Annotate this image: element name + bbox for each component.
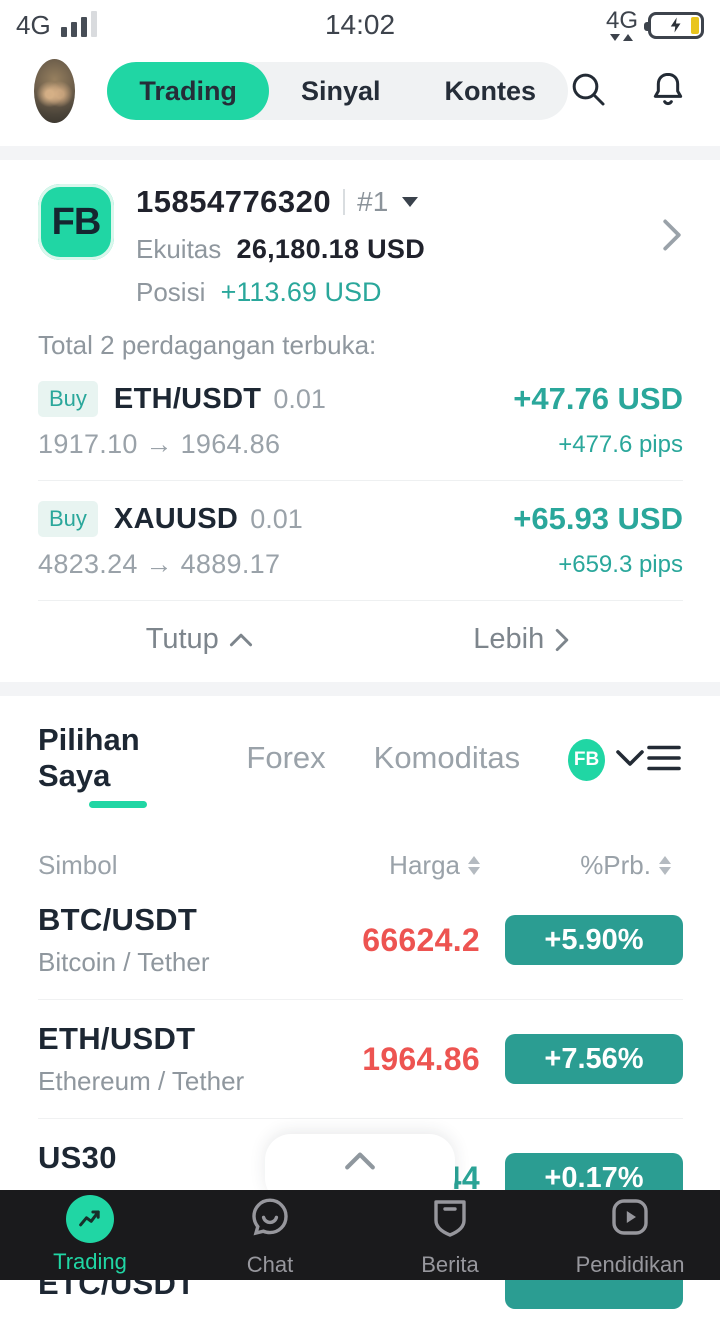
- account-dropdown-caret-icon[interactable]: [402, 197, 419, 207]
- trade-profit: +65.93 USD: [513, 501, 683, 536]
- divider: [38, 480, 683, 481]
- trade-symbol: XAUUSD: [113, 502, 239, 535]
- trade-side-badge: Buy: [38, 501, 98, 537]
- nav-item-trading[interactable]: Trading: [0, 1190, 180, 1280]
- column-header-symbol: Simbol: [38, 850, 118, 880]
- watchlist-menu-icon[interactable]: [645, 743, 683, 778]
- market-change-badge[interactable]: +7.56%: [505, 1034, 683, 1084]
- trade-side-badge: Buy: [38, 381, 98, 417]
- equity-value: 26,180.18 USD: [236, 234, 426, 264]
- education-video-icon: [606, 1193, 654, 1246]
- app-header: Trading Sinyal Kontes: [0, 50, 720, 132]
- tab-trading[interactable]: Trading: [107, 62, 269, 120]
- market-price: 1964.86: [362, 1040, 480, 1077]
- account-number: 15854776320: [136, 184, 332, 219]
- trade-symbol: ETH/USDT: [113, 382, 262, 415]
- chevron-up-icon: [345, 1152, 375, 1170]
- open-trades-label: Total 2 perdagangan terbuka:: [38, 330, 377, 360]
- position-label: Posisi: [136, 277, 206, 307]
- nav-item-pendidikan[interactable]: Pendidikan: [540, 1190, 720, 1280]
- trade-volume: 0.01: [250, 503, 303, 534]
- column-header-change[interactable]: %Prb.: [480, 850, 683, 881]
- divider: [38, 600, 683, 601]
- equity-label: Ekuitas: [136, 234, 222, 264]
- watchlist-tab-forex[interactable]: Forex: [246, 740, 326, 775]
- watchlist-tab-komoditas[interactable]: Komoditas: [373, 740, 521, 775]
- market-change-badge[interactable]: +5.90%: [505, 915, 683, 965]
- account-card[interactable]: FB 15854776320 #1 Ekuitas 26,180.18 USD …: [0, 160, 720, 682]
- data-transfer-arrows-icon: [610, 34, 634, 41]
- trade-prices: 4823.24 → 4889.17: [38, 549, 281, 579]
- trade-pips: +477.6 pips: [558, 430, 683, 458]
- position-value: +113.69 USD: [220, 277, 382, 307]
- section-divider: [0, 146, 720, 160]
- watchlist-tab-favorites[interactable]: Pilihan Saya: [38, 722, 198, 808]
- chevron-down-icon[interactable]: [615, 748, 645, 773]
- sort-icon[interactable]: [468, 856, 480, 875]
- network-type-right: 4G: [606, 9, 638, 41]
- market-row[interactable]: BTC/USDT Bitcoin / Tether 66624.2 +5.90%: [38, 881, 683, 1000]
- chevron-up-icon: [229, 633, 252, 646]
- market-symbol: BTC/USDT: [38, 902, 198, 937]
- trade-prices: 1917.10 → 1964.86: [38, 429, 281, 459]
- open-trade-row[interactable]: Buy ETH/USDT 0.01 +47.76 USD 1917.10 → 1…: [38, 361, 683, 481]
- open-trade-row[interactable]: Buy XAUUSD 0.01 +65.93 USD 4823.24 → 488…: [38, 481, 683, 601]
- status-bar: 4G 14:02 4G: [0, 0, 720, 50]
- chevron-right-icon: [555, 628, 569, 651]
- market-name: Bitcoin / Tether: [38, 947, 210, 977]
- chevron-right-icon[interactable]: [661, 218, 683, 257]
- column-header-price[interactable]: Harga: [310, 850, 480, 881]
- chat-bubble-icon: [246, 1193, 294, 1246]
- trade-volume: 0.01: [273, 383, 326, 414]
- news-shield-icon: [426, 1193, 474, 1246]
- divider: [343, 189, 346, 215]
- market-symbol: ETH/USDT: [38, 1021, 196, 1056]
- tab-sinyal[interactable]: Sinyal: [300, 75, 381, 106]
- clock: 14:02: [324, 9, 396, 40]
- notifications-bell-icon[interactable]: [648, 69, 688, 114]
- account-rank: #1: [357, 186, 389, 217]
- nav-item-chat[interactable]: Chat: [180, 1190, 360, 1280]
- bottom-navigation: Trading Chat Berita Pendidikan: [0, 1190, 720, 1280]
- trading-trend-icon: [66, 1195, 114, 1243]
- trade-profit: +47.76 USD: [513, 381, 683, 416]
- tab-kontes[interactable]: Kontes: [444, 75, 536, 106]
- market-name: Ethereum / Tether: [38, 1066, 245, 1096]
- main-tab-bar: Trading Sinyal Kontes: [107, 62, 568, 120]
- close-trades-button[interactable]: Tutup: [38, 623, 361, 656]
- market-price: 66624.2: [362, 921, 480, 958]
- signal-strength-icon: [60, 10, 97, 41]
- nav-item-berita[interactable]: Berita: [360, 1190, 540, 1280]
- market-symbol: US30: [38, 1140, 117, 1175]
- broker-filter-badge[interactable]: FB: [568, 739, 605, 781]
- section-divider: [0, 682, 720, 696]
- battery-charging-icon: [644, 11, 704, 39]
- sort-icon[interactable]: [659, 856, 671, 875]
- market-row[interactable]: ETH/USDT Ethereum / Tether 1964.86 +7.56…: [38, 1000, 683, 1119]
- network-type-left: 4G: [16, 9, 51, 40]
- broker-logo: FB: [38, 184, 114, 260]
- trade-pips: +659.3 pips: [558, 550, 683, 578]
- avatar[interactable]: [34, 59, 76, 123]
- search-icon[interactable]: [568, 69, 608, 114]
- more-trades-button[interactable]: Lebih: [361, 623, 684, 656]
